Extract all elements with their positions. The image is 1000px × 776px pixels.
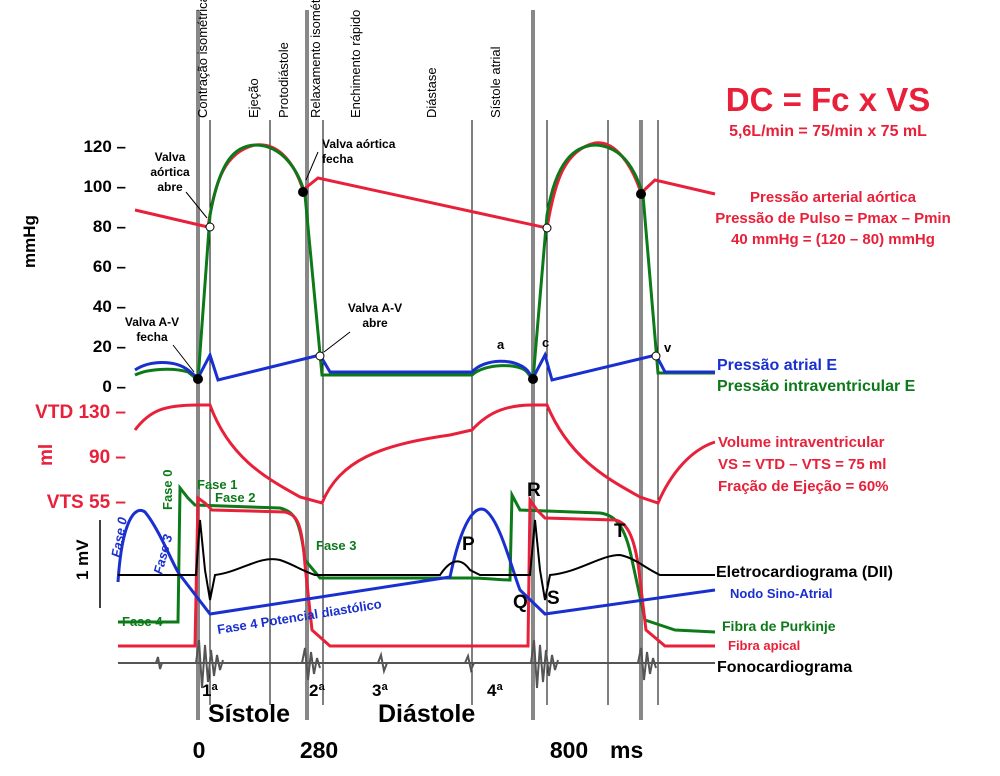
ventricular-pressure-curve [134,143,715,385]
volume-legend: Volume intraventricular [718,434,885,451]
second-heart-sound: 2ª [309,681,325,700]
heart-sound-labels: 1ª 2ª 3ª 4ª [202,681,503,700]
pressure-tick: 20 – [93,337,126,356]
phase-label-protodiastole: Protodiástole [276,42,291,118]
aortic-valve-opens-label: Valva aórtica abre [150,150,190,194]
a-wave-label: a [497,337,505,352]
v-wave-label: v [664,340,672,355]
r-wave-label: R [527,480,541,501]
pressure-tick: 40 – [93,297,126,316]
systole-label: Sístole [208,700,290,728]
av-valve-closes-label: Valva A-V fecha [125,315,179,344]
phase-label-ejection: Ejeção [246,78,261,118]
apical-action-potential [118,495,715,648]
cardiac-output-example: 5,6L/min = 75/min x 75 mL [729,123,927,140]
sa-node-legend: Nodo Sino-Atrial [730,586,833,601]
pressure-tick: 0 – [102,377,126,396]
purkinje-phase4-label: Fase 4 [122,614,163,629]
pressure-axis-label: mmHg [20,215,39,268]
sa-phase0-label: Fase 0 [108,515,130,558]
fourth-heart-sound: 4ª [487,681,503,700]
third-heart-sound: 3ª [372,681,388,700]
volume-axis-label: ml [36,444,57,466]
aortic-pressure-legend: Pressão arterial aórtica [750,189,917,206]
volume-tick-vtd: VTD 130 – [35,402,126,423]
volume-tick: 90 – [89,447,126,468]
time-tick-280: 280 [300,737,338,763]
purkinje-phase0-label: Fase 0 [160,470,175,510]
pulse-pressure-example: 40 mmHg = (120 – 80) mmHg [731,231,935,248]
aortic-valve-opens-marker [205,222,215,232]
stroke-volume-formula: VS = VTD – VTS = 75 ml [718,456,886,473]
time-axis: 0 280 800 ms [193,737,644,763]
sa-node-action-potential [116,507,716,616]
t-wave-label: T [614,521,626,542]
valve-annotations: Valva aórtica abre Valva aórtica fecha Valv… [125,137,402,373]
volume-axis: VTD 130 – 90 – VTS 55 – [35,402,126,513]
ecg-wave-letters: P R T Q S [462,480,626,613]
phase-label-isovolumic-contraction: Contração isométrica [195,0,210,118]
first-heart-sound: 1ª [202,681,218,700]
phase-label-atrial-systole: Sístole atrial [488,46,503,118]
atrial-wave-letters: a c v [497,335,672,355]
aortic-valve-closes-label: Valva aórtica fecha [322,137,396,166]
time-tick-800: 800 [550,737,588,763]
pressure-tick: 120 – [83,137,126,156]
volume-tick-vts: VTS 55 – [47,492,126,513]
phase-label-isovolumic-relaxation: Relaxamento isométrico [308,0,323,118]
purkinje-legend: Fibra de Purkinje [722,618,836,634]
pressure-tick: 100 – [83,177,126,196]
phase-label-diastasis: Diástase [424,67,439,118]
purkinje-phase1-label: Fase 1 [197,477,237,492]
pressure-tick: 80 – [93,217,126,236]
aortic-valve-closes-marker [298,187,308,197]
q-wave-label: Q [513,592,528,613]
pressure-tick: 60 – [93,257,126,276]
time-unit: ms [610,737,643,763]
ventricular-volume-curve [133,403,716,505]
sa-phase4-label: Fase 4 Potencial diastólico [216,596,383,637]
aortic-valve-closes-marker [636,189,646,199]
av-valve-closes-marker [528,374,538,384]
phonocardiogram-legend: Fonocardiograma [717,659,852,676]
time-tick-0: 0 [193,737,206,763]
purkinje-action-potential [118,483,716,634]
pressure-axis: 120 – 100 – 80 – 60 – 40 – 20 – 0 – [83,137,126,396]
pulse-pressure-formula: Pressão de Pulso = Pmax – Pmin [715,210,951,227]
purkinje-phase2-label: Fase 2 [215,490,255,505]
aortic-pressure-curve [134,141,716,230]
av-valve-closes-marker [193,374,203,384]
ecg-trace [118,519,715,601]
purkinje-phase3-label: Fase 3 [316,538,356,553]
ecg-legend: Eletrocardiograma (DII) [716,564,893,581]
ecg-axis-label: 1 mV [73,539,92,580]
cardiac-output-formula: DC = Fc x VS [726,81,931,118]
p-wave-label: P [462,534,475,555]
s-wave-label: S [547,588,560,609]
phonocardiogram [118,639,715,689]
legend: Pressão arterial aórtica Pressão de Puls… [715,189,951,676]
c-wave-label: c [542,335,549,350]
phase-label-rapid-filling: Enchimento rápido [348,10,363,118]
atrial-pressure-legend: Pressão atrial E [717,357,837,374]
av-valve-opens-label: Valva A-V abre [348,301,402,330]
aortic-valve-opens-marker [542,223,552,233]
av-valve-opens-marker [651,351,661,361]
diastole-label: Diástole [378,700,475,728]
apical-fiber-legend: Fibra apical [728,638,800,653]
atrial-pressure-curve [134,350,715,382]
ejection-fraction: Fração de Ejeção = 60% [718,478,889,495]
av-valve-opens-marker [315,351,325,361]
sa-phase3-label: Fase 3 [150,532,175,576]
ventricular-pressure-legend: Pressão intraventricular E [717,378,916,395]
action-potential-labels: Fase 0 Fase 1 Fase 2 Fase 3 Fase 4 Fase … [108,470,382,637]
